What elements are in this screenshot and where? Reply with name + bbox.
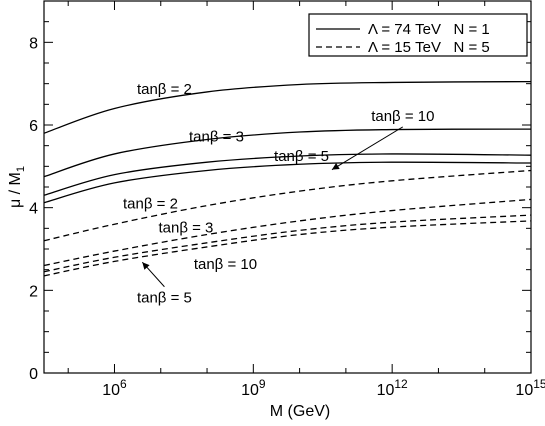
- x-tick-exponent: 15: [533, 377, 545, 391]
- annotation-label: tanβ = 3: [189, 129, 244, 146]
- x-tick-label: 109: [241, 377, 266, 399]
- y-axis-label-subscript: 1: [15, 166, 27, 172]
- series-line-dashed-5: [43, 198, 532, 267]
- series-layer: [43, 80, 532, 277]
- annotation-arrowhead: [331, 163, 340, 170]
- annotation-label: tanβ = 2: [137, 81, 192, 98]
- x-tick-label: 1015: [515, 377, 545, 399]
- series-line-solid-0: [43, 80, 532, 134]
- y-tick-label: 6: [29, 118, 38, 135]
- annotation-label: tanβ = 2: [123, 195, 178, 212]
- legend-entry-dashed: Λ = 15 TeV N = 5: [368, 39, 490, 56]
- annotation-label: tanβ = 10: [371, 108, 434, 125]
- annotation-label: tanβ = 3: [158, 219, 213, 236]
- legend-box: [308, 13, 528, 57]
- annotation-label: tanβ = 10: [194, 256, 257, 273]
- plot-frame: [43, 0, 532, 374]
- x-tick-base: 10: [377, 382, 395, 399]
- x-tick-base: 10: [241, 382, 259, 399]
- legend-entry-solid: Λ = 74 TeV N = 1: [368, 21, 490, 38]
- x-tick-base: 10: [515, 382, 533, 399]
- annotation-arrowhead: [142, 262, 150, 270]
- annotation-arrow: [331, 126, 404, 171]
- x-tick-exponent: 9: [259, 377, 266, 391]
- series-line-dashed-7: [43, 220, 532, 277]
- legend: Λ = 74 TeV N = 1 Λ = 15 TeV N = 5: [308, 13, 528, 57]
- y-tick-label: 4: [29, 201, 38, 218]
- x-tick-base: 10: [102, 382, 120, 399]
- series-line-solid-2: [43, 153, 532, 196]
- y-tick-label: 0: [29, 366, 38, 383]
- x-axis-label: M (GeV): [270, 403, 330, 420]
- y-axis-label: μ / M1: [7, 166, 27, 208]
- y-tick-label: 8: [29, 35, 38, 52]
- x-tick-label: 1012: [377, 377, 408, 399]
- x-tick-exponent: 6: [120, 377, 127, 391]
- x-tick-exponent: 12: [394, 377, 408, 391]
- series-line-dashed-6: [43, 214, 532, 273]
- series-line-solid-3: [43, 161, 532, 204]
- x-tick-label: 106: [102, 377, 127, 399]
- series-line-solid-1: [43, 128, 532, 178]
- y-tick-label: 2: [29, 283, 38, 300]
- annotation-label: tanβ = 5: [274, 148, 329, 165]
- annotation-label: tanβ = 5: [137, 290, 192, 307]
- y-axis-label-main: μ / M: [7, 172, 24, 208]
- series-line-dashed-4: [43, 169, 532, 242]
